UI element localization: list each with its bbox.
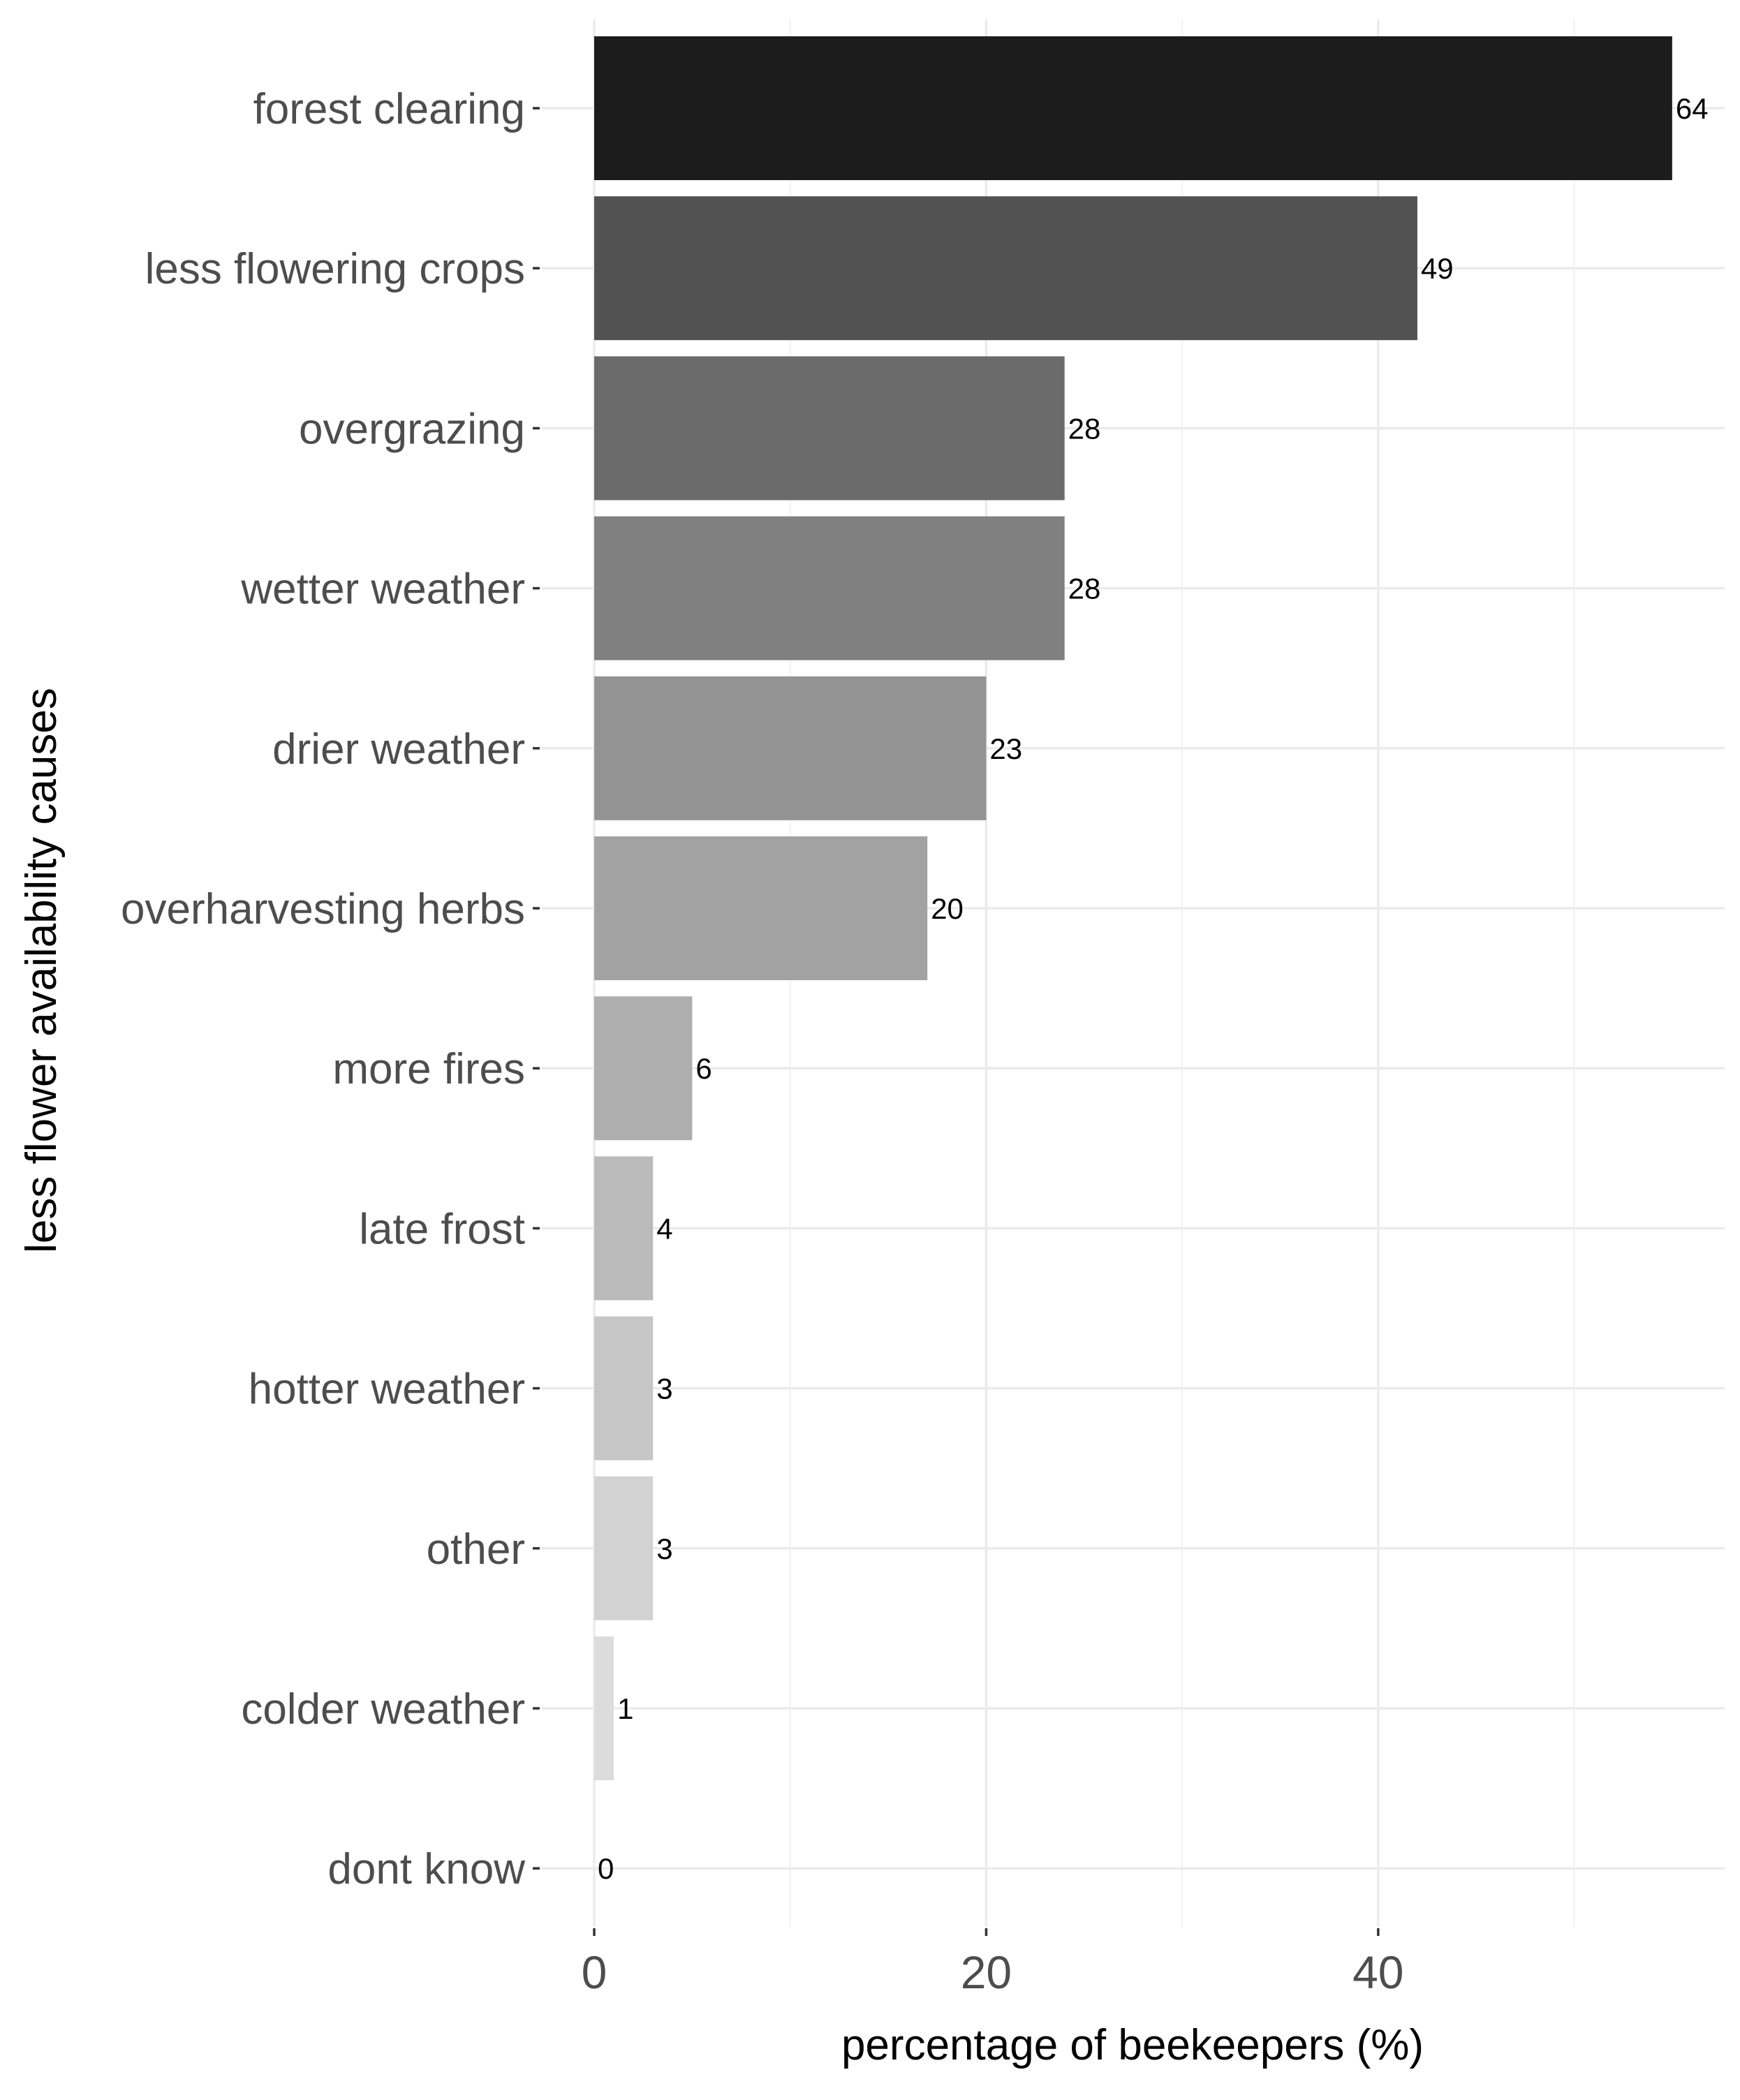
- y-axis: forest clearing less flowering crops overg…: [121, 85, 540, 1893]
- bar: [594, 36, 1672, 180]
- y-tick-label: hotter weather: [249, 1366, 525, 1414]
- y-tick-label: overgrazing: [299, 405, 525, 453]
- y-tick-label: other: [427, 1525, 525, 1574]
- y-tick-label: overharvesting herbs: [121, 885, 525, 933]
- x-tick-label: 0: [582, 1946, 607, 1998]
- bar-value-label: 28: [1068, 412, 1101, 445]
- y-tick-label: wetter weather: [240, 565, 525, 614]
- bar: [594, 1476, 654, 1620]
- bar-value-label: 3: [656, 1373, 672, 1405]
- y-axis-title: less flower availability causes: [17, 688, 66, 1253]
- bar: [594, 996, 693, 1141]
- bar-value-label: 20: [931, 892, 964, 925]
- bar: [594, 836, 928, 980]
- x-tick-label: 20: [961, 1946, 1012, 1998]
- bar: [594, 676, 987, 820]
- y-tick-label: late frost: [359, 1205, 525, 1253]
- bar-value-label: 6: [695, 1052, 712, 1085]
- x-tick-label: 40: [1352, 1946, 1403, 1998]
- bar: [594, 1316, 654, 1461]
- bar: [594, 1156, 654, 1301]
- y-tick-label: drier weather: [272, 725, 525, 774]
- bar-value-label: 0: [598, 1852, 614, 1885]
- y-tick-label: colder weather: [241, 1685, 525, 1733]
- bar: [594, 1636, 614, 1780]
- bar: [594, 516, 1065, 660]
- bar-value-label: 64: [1676, 92, 1709, 125]
- bar: [594, 356, 1065, 501]
- y-tick-label: forest clearing: [253, 85, 525, 133]
- y-tick-label: more fires: [332, 1045, 525, 1093]
- x-axis-title: percentage of beekeepers (%): [841, 2021, 1424, 2069]
- bar-value-label: 1: [617, 1692, 633, 1725]
- y-tick-label: less flowering crops: [145, 245, 525, 293]
- bar: [594, 196, 1417, 341]
- y-tick-label: dont know: [327, 1845, 525, 1893]
- bar-value-label: 28: [1068, 572, 1101, 605]
- bar-value-label: 49: [1421, 252, 1454, 285]
- x-axis: 0 20 40: [582, 1928, 1404, 1998]
- bar-value-label: 23: [989, 732, 1022, 765]
- bar-value-label: 4: [656, 1212, 672, 1245]
- bar-value-label: 3: [656, 1532, 672, 1565]
- bars: [594, 36, 1672, 1780]
